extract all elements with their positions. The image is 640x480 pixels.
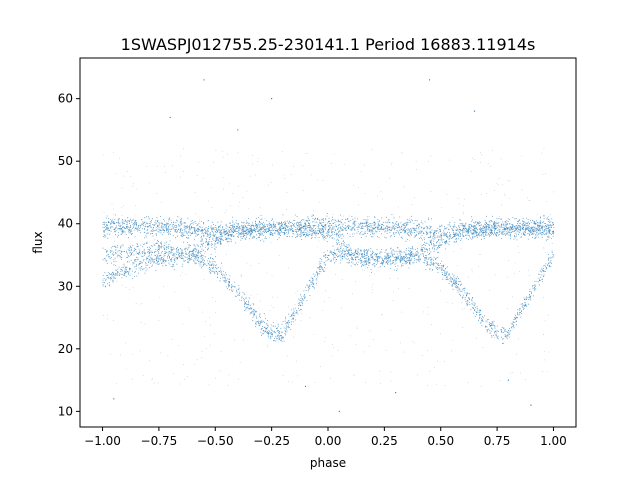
outlier-point: [304, 385, 307, 387]
outlier-point: [113, 398, 115, 400]
x-tick-label: −0.50: [197, 434, 234, 448]
outlier-point: [507, 379, 509, 381]
outlier-point: [237, 129, 239, 131]
outlier-point: [395, 392, 397, 394]
x-axis-label: phase: [310, 456, 346, 470]
outlier-point: [530, 404, 532, 406]
chart-title: 1SWASPJ012755.25-230141.1 Period 16883.1…: [121, 35, 536, 54]
x-tick-label: 0.00: [315, 434, 342, 448]
series-secondary-eclipse-points: [102, 220, 555, 268]
outlier-point: [338, 410, 340, 412]
scatter-noise-points: [103, 148, 554, 387]
x-tick-label: 1.00: [540, 434, 567, 448]
x-tick-label: 0.25: [371, 434, 398, 448]
x-axis-ticks: −1.00 −0.75 −0.50 −0.25 0.00 0.25 0.50 0.75 1.00: [84, 427, 567, 448]
x-tick-label: −0.75: [141, 434, 178, 448]
y-tick-label: 30: [58, 279, 73, 293]
x-tick-label: 0.50: [427, 434, 454, 448]
outlier-point: [473, 110, 476, 112]
x-tick-label: −0.25: [253, 434, 290, 448]
x-tick-label: −1.00: [84, 434, 121, 448]
y-tick-label: 20: [58, 342, 73, 356]
scatter-points: [102, 79, 555, 412]
series-primary-eclipse-points: [102, 245, 555, 344]
y-axis-label: flux: [31, 231, 45, 253]
x-tick-label: 0.75: [484, 434, 511, 448]
series-upper-band-points: [102, 213, 554, 246]
y-tick-label: 40: [58, 217, 73, 231]
y-tick-label: 60: [58, 92, 73, 106]
outlier-point: [169, 116, 171, 119]
outlier-point: [271, 98, 273, 100]
y-tick-label: 50: [58, 154, 73, 168]
y-axis-ticks: 10 20 30 40 50 60: [58, 92, 80, 418]
outlier-point: [203, 79, 205, 81]
outlier-point: [428, 79, 431, 81]
y-tick-label: 10: [58, 404, 73, 418]
